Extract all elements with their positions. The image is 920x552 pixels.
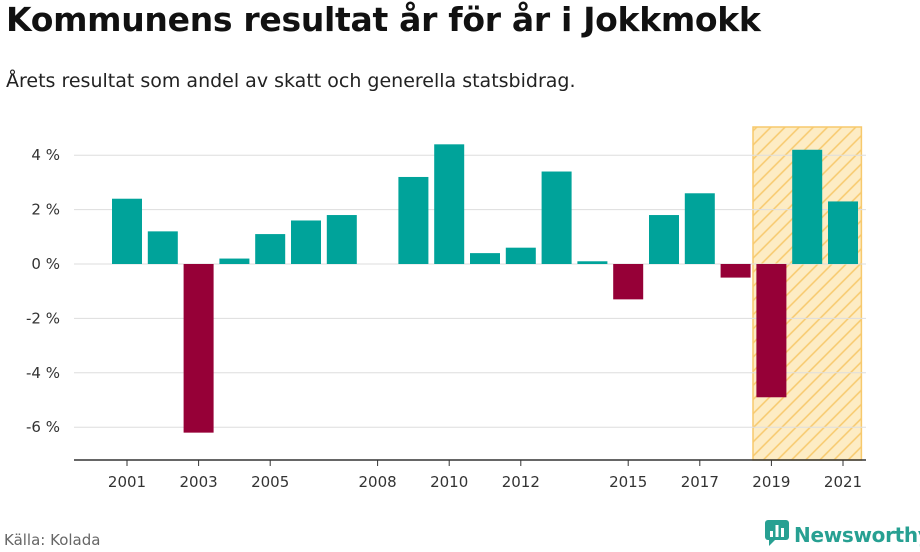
bar-2003 (183, 264, 214, 433)
source-note: Källa: Kolada (4, 531, 101, 549)
bar-2013 (541, 171, 572, 264)
y-tick-label: 0 % (31, 255, 60, 273)
x-tick-label: 2019 (752, 473, 790, 491)
bar-chart: 4 % 2 % 0 % -2 % -4 % -6 % 2001 2003 2005 2008 201… (26, 126, 866, 491)
y-tick-label: -6 % (26, 418, 60, 436)
bar-2016 (649, 215, 679, 264)
bar-2002 (147, 231, 178, 264)
x-tick-label: 2012 (502, 473, 540, 491)
x-tick-label: 2003 (180, 473, 218, 491)
bar-2009 (398, 176, 429, 264)
y-tick-label: 4 % (31, 146, 60, 164)
x-tick-label: 2008 (359, 473, 397, 491)
bar-2021 (828, 201, 858, 264)
x-tick-label: 2001 (108, 473, 146, 491)
newsworthy-logo-icon (765, 520, 789, 550)
bar-2011 (470, 253, 500, 264)
bar-2018 (720, 264, 751, 278)
bar-2012 (505, 247, 536, 264)
bar-2006 (291, 220, 321, 264)
bar-2005 (255, 234, 286, 264)
bar-2014 (577, 261, 608, 264)
bar-2017 (684, 193, 715, 264)
chart-subtitle: Årets resultat som andel av skatt och ge… (6, 70, 576, 92)
bar-2004 (219, 258, 250, 264)
chart-title: Kommunens resultat år för år i Jokkmokk (6, 0, 761, 39)
brand-name: Newsworthy (794, 523, 920, 547)
x-tick-label: 2005 (251, 473, 289, 491)
bar-2020 (792, 149, 823, 264)
y-tick-label: -2 % (26, 309, 60, 327)
newsworthy-brand: Newsworthy (765, 520, 920, 550)
x-tick-label: 2010 (430, 473, 468, 491)
bar-2015 (613, 264, 644, 300)
bar-2007 (326, 215, 357, 264)
x-tick-label: 2015 (609, 473, 647, 491)
y-tick-label: 2 % (31, 201, 60, 219)
bar-2019 (756, 264, 787, 398)
bar-2001 (112, 198, 142, 264)
bar-2010 (434, 144, 465, 264)
y-tick-label: -4 % (26, 364, 60, 382)
x-tick-label: 2017 (681, 473, 719, 491)
x-tick-label: 2021 (824, 473, 862, 491)
